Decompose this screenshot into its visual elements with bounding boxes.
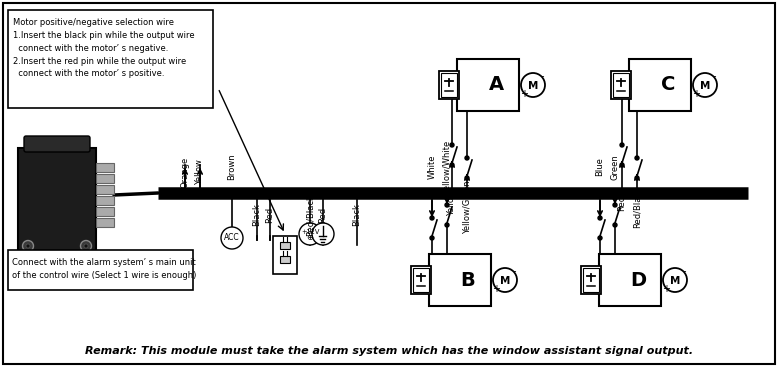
Text: Black: Black bbox=[352, 204, 362, 226]
Circle shape bbox=[465, 176, 469, 180]
Circle shape bbox=[450, 143, 454, 147]
Text: +12V: +12V bbox=[301, 229, 319, 235]
Text: C: C bbox=[661, 76, 675, 94]
Circle shape bbox=[620, 163, 624, 167]
Text: +: + bbox=[662, 284, 670, 294]
Text: ⊕: ⊕ bbox=[307, 233, 314, 243]
Text: Remark: This module must take the alarm system which has the window assistant si: Remark: This module must take the alarm … bbox=[85, 346, 693, 356]
Circle shape bbox=[613, 203, 617, 207]
Circle shape bbox=[445, 203, 449, 207]
Text: +: + bbox=[492, 284, 500, 294]
Text: Red: Red bbox=[618, 195, 626, 211]
Bar bbox=[18, 148, 96, 256]
Circle shape bbox=[663, 268, 687, 292]
Circle shape bbox=[312, 223, 334, 245]
Circle shape bbox=[521, 73, 545, 97]
Text: Red: Red bbox=[265, 207, 275, 223]
Bar bbox=[584, 268, 600, 292]
Bar bbox=[441, 73, 457, 97]
Text: D: D bbox=[630, 270, 646, 290]
Text: White: White bbox=[427, 155, 436, 179]
Bar bbox=[440, 71, 460, 99]
Text: -: - bbox=[512, 266, 516, 276]
Circle shape bbox=[84, 244, 88, 248]
Text: +: + bbox=[520, 89, 528, 99]
Circle shape bbox=[80, 240, 92, 251]
Bar bbox=[599, 254, 661, 306]
Text: Yellow/White: Yellow/White bbox=[443, 140, 451, 194]
Circle shape bbox=[450, 163, 454, 167]
Text: Brown: Brown bbox=[227, 154, 237, 180]
Text: M: M bbox=[499, 276, 510, 286]
Bar bbox=[96, 163, 114, 172]
Bar bbox=[96, 196, 114, 205]
Bar bbox=[614, 73, 629, 97]
Circle shape bbox=[693, 73, 717, 97]
Circle shape bbox=[635, 176, 639, 180]
Text: Blue: Blue bbox=[595, 157, 605, 177]
Text: -: - bbox=[712, 71, 716, 81]
Text: ACC: ACC bbox=[224, 233, 240, 243]
FancyBboxPatch shape bbox=[24, 136, 90, 152]
Bar bbox=[412, 266, 432, 294]
Circle shape bbox=[465, 156, 469, 160]
Circle shape bbox=[613, 223, 617, 227]
Circle shape bbox=[221, 227, 243, 249]
Bar bbox=[273, 236, 297, 274]
Circle shape bbox=[598, 216, 602, 220]
Text: M: M bbox=[670, 276, 680, 286]
Text: Black: Black bbox=[253, 204, 261, 226]
Circle shape bbox=[430, 236, 434, 240]
Bar bbox=[614, 77, 629, 93]
Bar bbox=[8, 250, 193, 290]
Text: Orange: Orange bbox=[180, 156, 190, 188]
Bar bbox=[8, 10, 213, 108]
Text: Red/Black: Red/Black bbox=[306, 194, 314, 236]
Circle shape bbox=[445, 223, 449, 227]
Text: Motor positive/negative selection wire
1.Insert the black pin while the output w: Motor positive/negative selection wire 1… bbox=[13, 18, 194, 79]
Bar bbox=[280, 242, 290, 249]
Text: Green: Green bbox=[611, 154, 619, 180]
Circle shape bbox=[23, 240, 33, 251]
Text: +: + bbox=[692, 89, 700, 99]
Bar bbox=[413, 268, 429, 292]
Text: Yellow: Yellow bbox=[447, 190, 457, 216]
Bar bbox=[96, 207, 114, 216]
Bar bbox=[581, 266, 601, 294]
Text: Yellow: Yellow bbox=[195, 159, 205, 185]
Circle shape bbox=[493, 268, 517, 292]
Text: A: A bbox=[489, 76, 503, 94]
Circle shape bbox=[620, 143, 624, 147]
Bar bbox=[457, 59, 519, 111]
Circle shape bbox=[430, 216, 434, 220]
Text: M: M bbox=[527, 81, 538, 91]
Text: Red: Red bbox=[318, 207, 328, 223]
Circle shape bbox=[299, 223, 321, 245]
Text: M: M bbox=[700, 81, 710, 91]
Bar bbox=[584, 272, 599, 288]
Bar bbox=[96, 218, 114, 227]
Bar bbox=[414, 272, 429, 288]
Bar bbox=[629, 59, 691, 111]
Bar bbox=[96, 185, 114, 194]
Circle shape bbox=[635, 156, 639, 160]
Bar bbox=[429, 254, 491, 306]
Text: B: B bbox=[461, 270, 475, 290]
Circle shape bbox=[598, 236, 602, 240]
Bar bbox=[96, 174, 114, 183]
Bar bbox=[442, 77, 457, 93]
Text: Connect with the alarm system’ s main unit
of the control wire (Select 1 wire is: Connect with the alarm system’ s main un… bbox=[12, 258, 196, 280]
Text: Yellow/Gleen: Yellow/Gleen bbox=[462, 180, 471, 234]
Text: -: - bbox=[540, 71, 544, 81]
Bar bbox=[612, 71, 632, 99]
Text: -: - bbox=[682, 266, 685, 276]
Circle shape bbox=[26, 244, 30, 248]
Bar bbox=[280, 256, 290, 263]
Text: Red/Black: Red/Black bbox=[633, 186, 642, 228]
